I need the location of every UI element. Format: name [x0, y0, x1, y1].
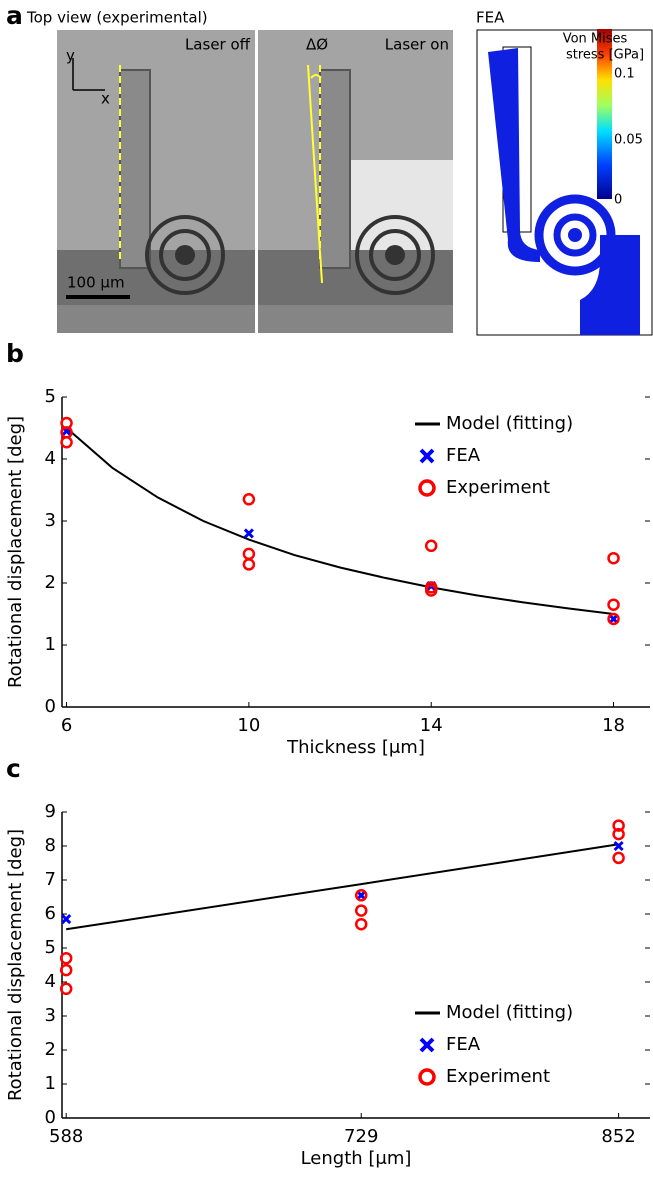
y-tick-label: 7 [45, 869, 56, 890]
y-tick-label: 1 [45, 1073, 56, 1094]
experiment-marker [60, 436, 73, 449]
experiment-marker [612, 851, 625, 865]
y-tick-label: 1 [45, 634, 56, 655]
axis-y-label: y [66, 47, 75, 65]
colorbar-title: Von Mises [563, 32, 628, 47]
image-label: Laser on [385, 36, 449, 54]
y-tick-label: 9 [45, 801, 56, 822]
y-tick-label: 2 [45, 572, 56, 593]
experiment-marker [607, 551, 620, 565]
x-axis-label: Thickness [μm] [286, 737, 425, 758]
legend-marker [419, 448, 435, 464]
experiment-marker [354, 917, 368, 931]
panel-title: Top view (experimental) [26, 9, 208, 27]
experiment-marker [242, 493, 256, 506]
legend-label: Experiment [446, 1066, 550, 1087]
y-tick-label: 4 [45, 448, 56, 469]
experiment-marker [607, 598, 620, 611]
experiment-marker [59, 963, 73, 977]
y-tick-label: 8 [45, 835, 56, 856]
model-line [65, 427, 614, 615]
fea-marker [613, 840, 624, 852]
legend-label: Experiment [446, 477, 550, 498]
y-tick-label: 0 [45, 696, 56, 717]
x-tick-label: 6 [61, 715, 72, 736]
experiment-marker [242, 558, 256, 571]
experiment-marker [59, 951, 73, 965]
experiment-marker [612, 819, 625, 832]
legend-marker [418, 479, 436, 497]
experiment-marker [612, 827, 625, 841]
experiment-marker [59, 982, 73, 996]
y-tick-label: 3 [45, 1005, 56, 1026]
x-tick-label: 18 [602, 715, 625, 736]
x-tick-label: 10 [237, 715, 260, 736]
axis-x-label: x [101, 90, 110, 108]
fea-title: FEA [476, 9, 505, 27]
image-label: Laser off [185, 36, 251, 54]
fea-image [476, 29, 653, 336]
y-axis-label: Rotational displacement [deg] [5, 416, 26, 688]
y-tick-label: 6 [45, 903, 56, 924]
y-tick-label: 5 [45, 386, 56, 407]
experiment-marker [354, 904, 368, 917]
model-line [66, 843, 619, 931]
x-tick-label: 588 [49, 1126, 83, 1147]
colorbar-tick: 0.05 [614, 133, 643, 148]
photo-right [258, 30, 453, 333]
x-tick-label: 729 [344, 1126, 378, 1147]
panel-label: a [6, 1, 23, 30]
fea-marker [243, 528, 254, 539]
colorbar-title: stress [GPa] [566, 48, 644, 63]
y-tick-label: 3 [45, 510, 56, 531]
y-tick-label: 0 [45, 1107, 56, 1128]
y-axis-label: Rotational displacement [deg] [5, 829, 26, 1101]
legend-label: Model (fitting) [446, 1002, 573, 1023]
legend-label: FEA [446, 445, 481, 466]
colorbar-tick: 0.1 [614, 67, 635, 82]
legend-marker [418, 1068, 436, 1086]
colorbar-tick: 0 [614, 193, 622, 208]
x-axis-label: Length [μm] [301, 1148, 412, 1169]
experiment-marker [354, 889, 368, 902]
y-tick-label: 4 [45, 971, 56, 992]
x-tick-label: 14 [420, 715, 443, 736]
angle-label: ΔØ [306, 36, 328, 54]
experiment-marker [607, 612, 620, 626]
legend-marker [419, 1037, 435, 1053]
x-tick-label: 852 [601, 1126, 635, 1147]
panel-label: b [6, 339, 24, 368]
photo-left [57, 30, 255, 333]
y-tick-label: 5 [45, 937, 56, 958]
scale-bar-label: 100 μm [67, 274, 125, 292]
experiment-marker [424, 539, 438, 553]
y-tick-label: 2 [45, 1039, 56, 1060]
experiment-marker [424, 584, 438, 597]
experiment-marker [242, 547, 256, 561]
fea-marker [356, 890, 367, 901]
panel-label: c [6, 754, 21, 783]
legend-label: FEA [446, 1034, 481, 1055]
fea-marker [608, 613, 619, 625]
fea-marker [61, 914, 72, 925]
legend-label: Model (fitting) [446, 413, 573, 434]
